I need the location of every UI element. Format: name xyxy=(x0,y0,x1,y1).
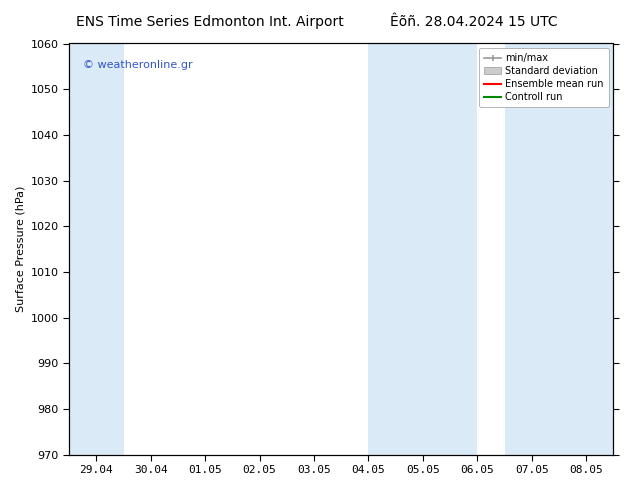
Y-axis label: Surface Pressure (hPa): Surface Pressure (hPa) xyxy=(15,186,25,312)
Legend: min/max, Standard deviation, Ensemble mean run, Controll run: min/max, Standard deviation, Ensemble me… xyxy=(479,49,609,107)
Bar xyxy=(505,44,614,455)
Text: ENS Time Series Edmonton Int. Airport: ENS Time Series Edmonton Int. Airport xyxy=(76,15,344,29)
Text: © weatheronline.gr: © weatheronline.gr xyxy=(82,60,192,70)
Text: Êõñ. 28.04.2024 15 UTC: Êõñ. 28.04.2024 15 UTC xyxy=(391,15,558,29)
Bar xyxy=(368,44,477,455)
Bar xyxy=(69,44,124,455)
